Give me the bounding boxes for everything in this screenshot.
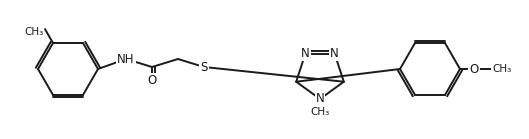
Text: CH₃: CH₃ [24, 27, 43, 37]
Text: N: N [301, 47, 309, 60]
Text: O: O [469, 63, 479, 75]
Text: S: S [200, 60, 208, 74]
Text: O: O [148, 74, 157, 87]
Text: CH₃: CH₃ [492, 64, 511, 74]
Text: NH: NH [117, 53, 135, 65]
Text: CH₃: CH₃ [311, 107, 330, 117]
Text: N: N [316, 92, 324, 106]
Text: N: N [330, 47, 339, 60]
